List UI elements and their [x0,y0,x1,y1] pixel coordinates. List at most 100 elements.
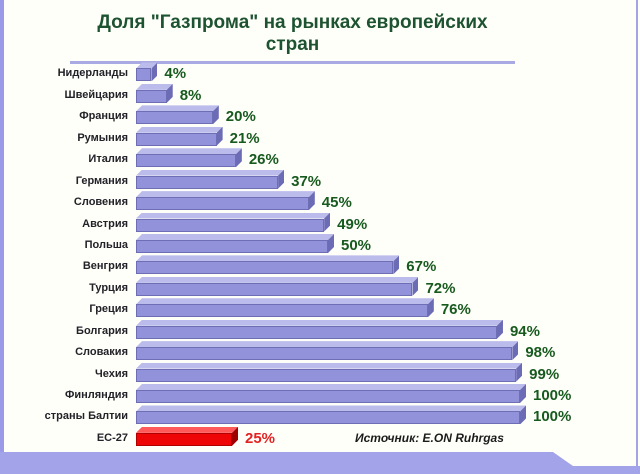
bar-acef-face [136,325,497,339]
country-label: ЕС-27 [96,431,128,444]
chart-row: Словакия 98% [8,340,632,361]
bar-top-face [136,255,399,261]
source-note: Источник: E.ON Ruhrgas [355,431,504,445]
bar [136,83,173,103]
bar-side-face [324,212,331,232]
country-label: Венгрия [82,260,128,273]
chart-row: Швейцария 8% [8,82,632,103]
bar-side-face [216,126,223,146]
bar-zone: 21% [136,126,260,147]
bar-side-face [151,62,158,82]
bar-acef-face [136,111,213,125]
bar-acef-face [136,368,517,382]
bar-top-face [136,363,522,369]
bar-acef-face [136,390,520,403]
bar-top-face [136,148,242,154]
bar-acef-face [136,239,328,253]
bar-top-face [136,234,334,240]
chart-row: Италия 26% [8,147,632,168]
country-label: страны Балтии [44,410,128,423]
value-label: 21% [229,129,260,147]
bar-side-face [427,298,434,318]
country-label: Финляндия [64,389,128,401]
bar-top-face [136,191,315,197]
bar-acef-face [136,304,428,318]
bar [136,148,242,168]
bar-zone: 25% [136,426,275,447]
country-label: Болгария [76,324,128,337]
bar-zone: 76% [136,298,471,318]
bar-acef-face [136,411,520,425]
bar-zone: 72% [136,276,456,297]
country-label: Турция [89,281,128,294]
bar [136,255,400,275]
value-label: 67% [406,258,437,276]
chart-row: Польша 50% [8,233,632,254]
bar-top-face [136,427,238,433]
country-label: Германия [75,174,128,187]
value-label: 45% [321,194,352,212]
bar-top-face [136,405,526,411]
chart-row: Финляндия 100% [8,383,632,404]
bar-top-face [136,170,284,176]
chart-row: Чехия 99% [8,361,632,382]
bar [136,341,519,361]
bar-side-face [516,362,523,382]
bar-top-face [136,298,434,304]
country-label: Италия [88,153,128,166]
chart-rows: Нидерланды 4% Швейцария 8% Франция 20% Румыния… [8,61,632,447]
footer-accent-band [0,452,640,474]
bar-side-face [212,105,219,125]
bar [136,233,334,253]
country-label: Румыния [77,131,128,144]
bar [136,276,419,296]
value-label: 50% [341,236,372,254]
bar [136,105,219,125]
bar-zone: 49% [136,212,367,233]
bar-zone: 20% [136,105,256,125]
bar-side-face [496,319,503,339]
bar-acef-face [136,175,279,189]
bar [136,384,526,403]
bar-acef-face [136,68,152,82]
bar-zone: 100% [136,384,571,404]
chart-row: Нидерланды 4% [8,61,632,82]
value-label: 4% [164,65,187,83]
bar-side-face [235,148,242,168]
bar-side-face [328,233,334,253]
bar-acef-face [136,282,413,296]
chart-row: Румыния 21% [8,125,632,146]
right-accent-border [636,0,638,474]
bar-side-face [520,384,526,403]
country-label: Франция [79,110,128,123]
chart-row: Венгрия 67% [8,254,632,275]
country-label: Польша [84,238,128,251]
value-label: 100% [533,408,572,426]
bar-side-face [166,83,173,103]
bar-zone: 4% [136,62,186,82]
chart-row: Германия 37% [8,168,632,189]
value-label: 98% [525,344,556,362]
bar-top-face [136,277,418,283]
bar-acef-face [136,197,309,211]
bar-acef-face [136,347,513,361]
bar-zone: 100% [136,405,571,425]
bar-zone: 8% [136,83,201,104]
bar-side-face [393,255,400,275]
bar-zone: 50% [136,233,372,254]
bar-acef-face [136,261,394,275]
country-label: Словакия [75,346,128,359]
chart-row: Словения 45% [8,190,632,211]
bar-top-face [136,105,219,111]
value-label: 94% [509,322,540,340]
chart-row: Болгария 94% [8,318,632,339]
chart-row: Франция 20% [8,104,632,125]
bar-zone: 26% [136,148,279,168]
bar-acef-face [136,218,325,232]
value-label: 37% [291,172,322,190]
value-label: 99% [529,365,560,383]
chart-row: Турция 72% [8,275,632,296]
bar-acef-face [136,132,217,146]
bar-zone: 99% [136,362,560,383]
country-label: Словения [73,196,128,209]
